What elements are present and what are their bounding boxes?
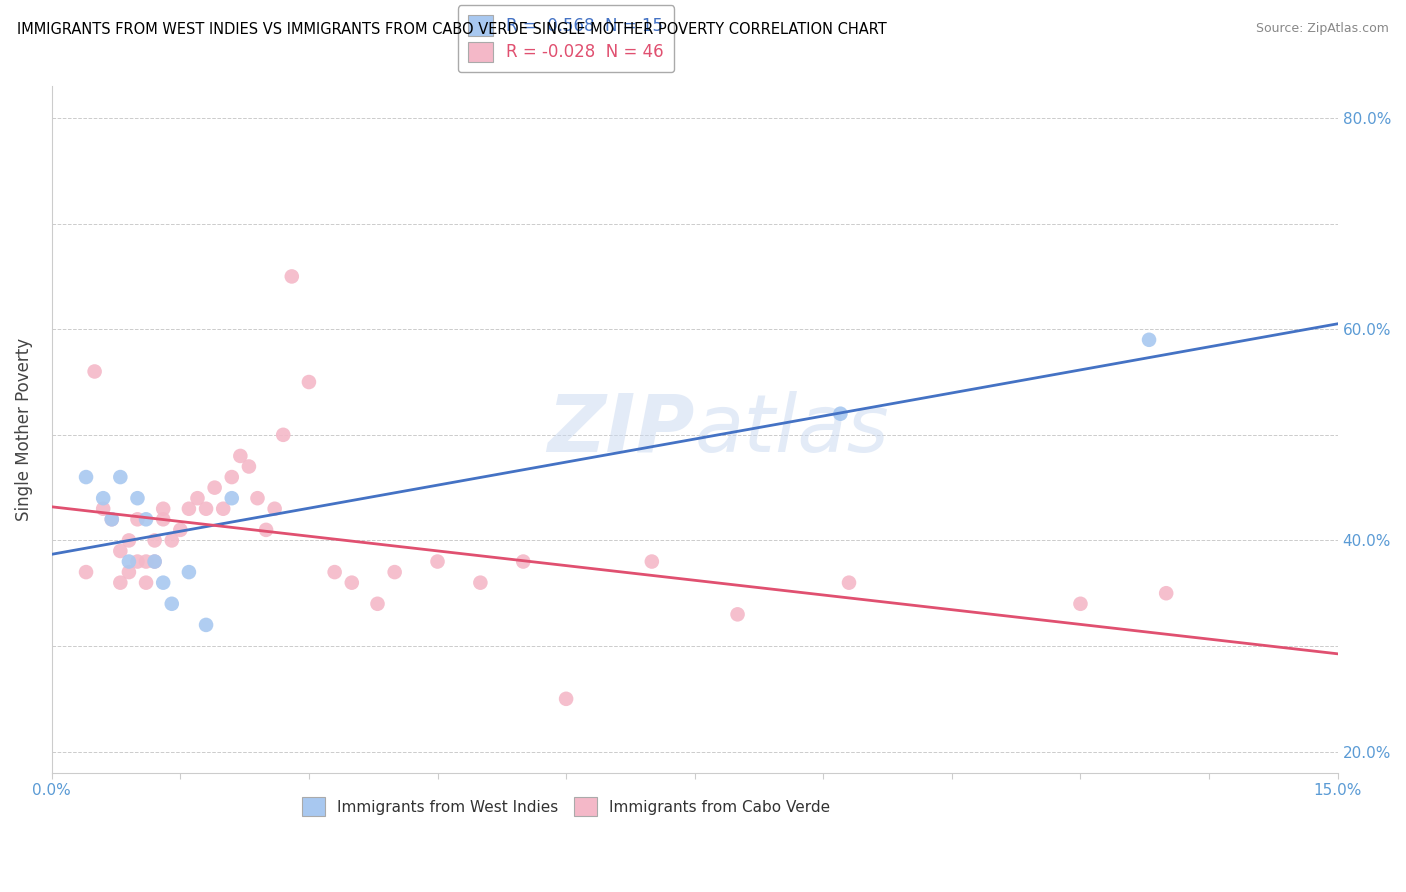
Point	[426, 555, 449, 569]
Point	[143, 555, 166, 569]
Point	[246, 491, 269, 506]
Point	[83, 364, 105, 378]
Point	[75, 470, 97, 484]
Point	[160, 533, 183, 548]
Text: atlas: atlas	[695, 391, 890, 468]
Point	[118, 565, 141, 579]
Point	[177, 501, 200, 516]
Point	[110, 470, 132, 484]
Text: IMMIGRANTS FROM WEST INDIES VS IMMIGRANTS FROM CABO VERDE SINGLE MOTHER POVERTY : IMMIGRANTS FROM WEST INDIES VS IMMIGRANT…	[17, 22, 887, 37]
Text: ZIP: ZIP	[547, 391, 695, 468]
Point	[110, 575, 132, 590]
Point	[91, 491, 114, 506]
Point	[229, 449, 252, 463]
Point	[100, 512, 122, 526]
Point	[366, 597, 388, 611]
Point	[91, 501, 114, 516]
Point	[152, 575, 174, 590]
Point	[323, 565, 346, 579]
Point	[401, 787, 423, 801]
Point	[186, 491, 208, 506]
Point	[143, 555, 166, 569]
Point	[727, 607, 749, 622]
Point	[118, 555, 141, 569]
Point	[127, 491, 149, 506]
Y-axis label: Single Mother Poverty: Single Mother Poverty	[15, 338, 32, 521]
Point	[830, 407, 852, 421]
Point	[143, 533, 166, 548]
Point	[195, 618, 218, 632]
Point	[512, 555, 534, 569]
Point	[641, 555, 664, 569]
Point	[1154, 586, 1177, 600]
Point	[212, 501, 235, 516]
Point	[838, 575, 860, 590]
Point	[221, 470, 243, 484]
Point	[135, 555, 157, 569]
Point	[238, 459, 260, 474]
Point	[470, 575, 492, 590]
Point	[152, 501, 174, 516]
Point	[135, 575, 157, 590]
Point	[384, 565, 406, 579]
Point	[110, 544, 132, 558]
Point	[254, 523, 277, 537]
Point	[118, 533, 141, 548]
Point	[177, 565, 200, 579]
Text: Source: ZipAtlas.com: Source: ZipAtlas.com	[1256, 22, 1389, 36]
Point	[100, 512, 122, 526]
Point	[271, 427, 294, 442]
Point	[1137, 333, 1160, 347]
Point	[204, 481, 226, 495]
Point	[340, 575, 363, 590]
Point	[127, 512, 149, 526]
Point	[75, 565, 97, 579]
Point	[195, 501, 218, 516]
Legend: Immigrants from West Indies, Immigrants from Cabo Verde: Immigrants from West Indies, Immigrants …	[294, 789, 838, 823]
Point	[263, 501, 285, 516]
Point	[160, 597, 183, 611]
Point	[152, 512, 174, 526]
Point	[127, 555, 149, 569]
Point	[221, 491, 243, 506]
Point	[298, 375, 321, 389]
Point	[555, 691, 578, 706]
Point	[169, 523, 191, 537]
Point	[281, 269, 304, 284]
Point	[135, 512, 157, 526]
Point	[1069, 597, 1091, 611]
